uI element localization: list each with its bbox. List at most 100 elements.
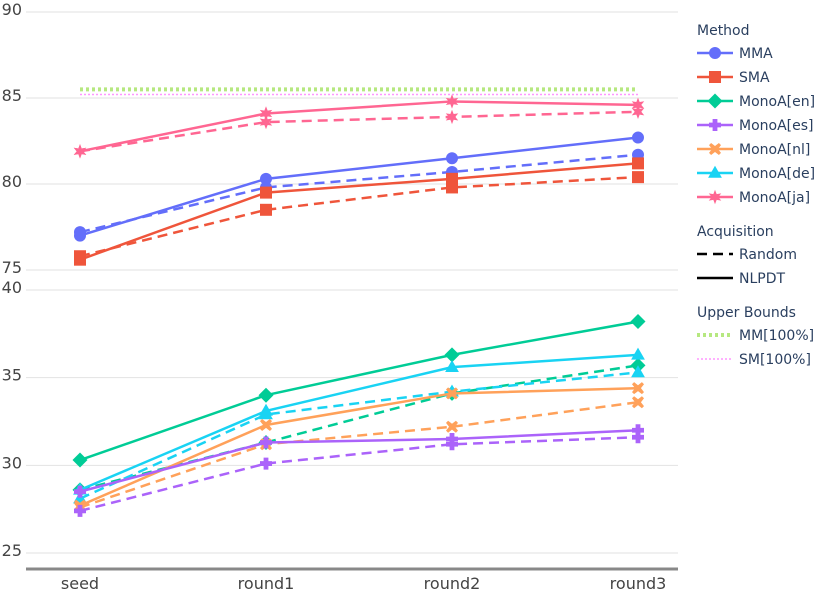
axis-layer: 75 80 85 90 25 30 35 40 seed round1 round2 round3 (2, 0, 678, 593)
point-monoa-ja-random-round1 (259, 114, 273, 130)
line-monoa-ja-nlpdt (79, 100, 639, 153)
x-tick-round3: round3 (610, 574, 667, 593)
y-tick-bottom-25: 25 (2, 541, 22, 560)
line-sma-nlpdt (79, 162, 639, 261)
line-mma-nlpdt (79, 136, 639, 237)
legend-item-monoa-de: MonoA[de] (697, 165, 815, 182)
point-monoa-ja-random-seed (73, 144, 87, 159)
point-mma-nlpdt-round1 (260, 172, 272, 185)
legend-item-random: Random (697, 247, 797, 263)
point-monoa-nl-nlpdt-round3 (632, 382, 644, 395)
point-monoa-es-nlpdt-round3 (632, 424, 644, 437)
point-monoa-ja-random-round3 (631, 104, 645, 119)
legend-item-mma: MMA (697, 46, 773, 62)
point-mma-random-seed (74, 226, 86, 239)
legend-label: MonoA[en] (739, 94, 815, 110)
legend-item-monoa-en: MonoA[en] (697, 93, 815, 110)
point-monoa-en-nlpdt-seed (72, 452, 88, 468)
point-sma-random-round2 (446, 181, 458, 194)
y-tick-bottom-35: 35 (2, 366, 22, 385)
point-monoa-ja-nlpdt-round1 (259, 106, 273, 121)
legend-label: Random (739, 247, 797, 263)
line-monoa-en-random (79, 364, 639, 492)
point-monoa-en-nlpdt-round1 (258, 387, 274, 403)
legend-item-sma: SMA (697, 70, 770, 86)
point-mma-nlpdt-round3 (632, 131, 644, 144)
point-monoa-es-random-round3 (632, 431, 644, 444)
point-monoa-nl-nlpdt-round2 (446, 387, 458, 400)
line-monoa-es-random (79, 436, 639, 513)
y-tick-top-75: 75 (2, 258, 22, 277)
legend-label: MMA (739, 46, 773, 62)
point-sma-random-round3 (632, 171, 644, 184)
series-layer (72, 87, 646, 517)
series-monoa-nl-nlpdt (74, 382, 644, 512)
legend-item-nlpdt: NLPDT (697, 271, 785, 287)
legend-title-upper-bounds: Upper Bounds (697, 305, 796, 321)
line-monoa-nl-random (79, 400, 639, 509)
line-monoa-nl-nlpdt (79, 386, 639, 507)
series-sma-random (74, 171, 644, 263)
legend-marker (709, 119, 721, 131)
legend-label: MonoA[ja] (739, 190, 810, 206)
series-monoa-es-random (74, 431, 644, 517)
point-sma-nlpdt-round3 (632, 157, 644, 170)
legend: Method MMA SMA MonoA[en] MonoA[es] MonoA[nl] M… (697, 23, 815, 368)
point-monoa-es-random-seed (74, 504, 86, 517)
point-mma-nlpdt-round2 (446, 152, 458, 165)
legend-item-monoa-ja: MonoA[ja] (697, 189, 810, 206)
point-monoa-es-nlpdt-seed (74, 485, 86, 498)
point-monoa-de-nlpdt-round3 (631, 347, 645, 360)
point-monoa-es-random-round2 (446, 438, 458, 451)
point-monoa-en-nlpdt-round3 (630, 314, 646, 330)
line-monoa-de-random (79, 371, 639, 500)
legend-marker (709, 71, 721, 83)
point-sma-random-seed (74, 250, 86, 263)
x-tick-round1: round1 (238, 574, 295, 593)
line-sma-random (79, 175, 639, 258)
y-tick-bottom-40: 40 (2, 278, 22, 297)
legend-label: MM[100%] (739, 328, 814, 344)
point-monoa-en-nlpdt-round2 (444, 347, 460, 363)
legend-label: NLPDT (739, 271, 785, 287)
series-monoa-en-nlpdt (72, 314, 646, 468)
line-monoa-ja-random (79, 110, 639, 153)
point-monoa-nl-random-round2 (446, 420, 458, 433)
legend-marker (707, 93, 723, 109)
series-monoa-en-random (72, 357, 646, 498)
y-tick-top-90: 90 (2, 0, 22, 19)
point-monoa-es-nlpdt-round1 (260, 436, 272, 449)
point-monoa-nl-random-round3 (632, 396, 644, 409)
line-mma-random (79, 153, 639, 234)
x-tick-round2: round2 (424, 574, 481, 593)
point-monoa-de-random-round1 (259, 407, 273, 420)
series-mma-random (74, 148, 644, 239)
legend-title-acquisition: Acquisition (697, 224, 774, 240)
legend-item-sm-100: SM[100%] (697, 352, 811, 368)
point-monoa-de-random-round3 (631, 365, 645, 378)
point-monoa-nl-nlpdt-round1 (260, 418, 272, 431)
series-monoa-ja-random (73, 104, 645, 159)
point-sma-random-round1 (260, 203, 272, 216)
legend-label: MonoA[nl] (739, 142, 810, 158)
y-tick-bottom-30: 30 (2, 453, 22, 472)
legend-marker (709, 47, 721, 59)
legend-item-monoa-es: MonoA[es] (697, 118, 814, 134)
point-monoa-es-random-round1 (260, 457, 272, 470)
legend-label: MonoA[de] (739, 166, 815, 182)
legend-item-mm-100: MM[100%] (697, 328, 814, 344)
legend-label: SM[100%] (739, 352, 811, 368)
legend-marker (708, 165, 722, 178)
legend-item-monoa-nl: MonoA[nl] (697, 142, 810, 158)
legend-title-method: Method (697, 23, 750, 39)
y-tick-top-80: 80 (2, 172, 22, 191)
line-monoa-es-nlpdt (79, 429, 639, 493)
point-sma-nlpdt-round1 (260, 186, 272, 199)
legend-marker (708, 189, 722, 205)
line-monoa-de-nlpdt (79, 353, 639, 492)
point-monoa-de-nlpdt-round2 (445, 359, 459, 372)
series-monoa-ja-nlpdt (73, 94, 645, 159)
point-monoa-ja-random-round2 (445, 109, 459, 125)
legend-label: SMA (739, 70, 770, 86)
